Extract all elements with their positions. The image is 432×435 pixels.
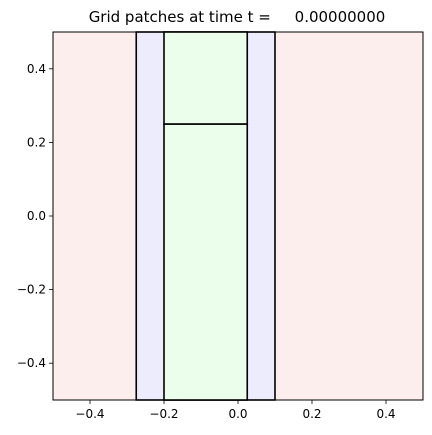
y-tick-label-4: 0.4: [27, 62, 46, 76]
y-tick-label-3: 0.2: [27, 135, 46, 149]
chart-title: Grid patches at time t = 0.00000000: [89, 8, 386, 26]
grid-patch-level-3-2: [163, 123, 249, 401]
x-tick-label-3: 0.2: [302, 407, 321, 421]
x-tick-label-0: −0.4: [75, 407, 104, 421]
grid-patch-level-3-3: [163, 31, 249, 125]
x-axis: −0.4 −0.2 0.0 0.2 0.4: [75, 400, 396, 421]
y-tick-label-2: 0.0: [27, 209, 46, 223]
x-tick-label-4: 0.4: [376, 407, 395, 421]
y-tick-label-1: −0.2: [17, 283, 46, 297]
patch-layer: [53, 31, 423, 401]
x-tick-label-1: −0.2: [149, 407, 178, 421]
y-tick-label-0: −0.4: [17, 356, 46, 370]
x-tick-label-2: 0.0: [228, 407, 247, 421]
y-axis: −0.4 −0.2 0.0 0.2 0.4: [17, 62, 53, 370]
